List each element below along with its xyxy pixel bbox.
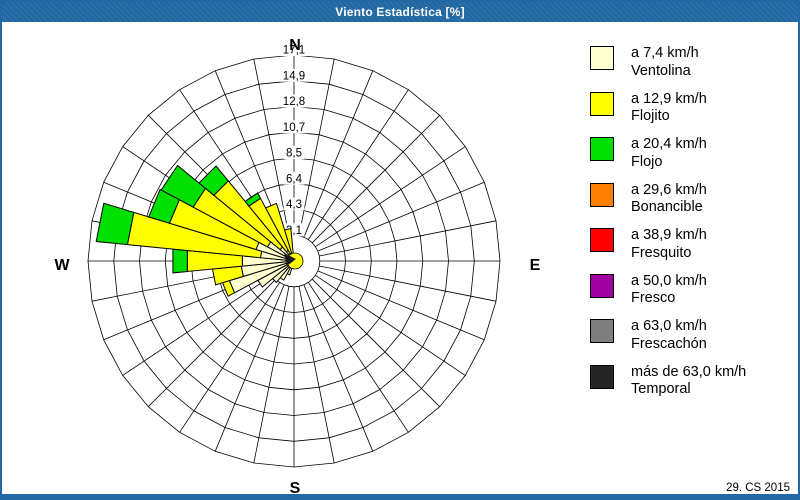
wind-bar-segment	[264, 202, 293, 255]
legend-label: a 50,0 km/h Fresco	[631, 273, 707, 308]
center-pointer-icon	[284, 253, 296, 266]
wind-bar-segment	[198, 165, 229, 196]
compass-label-n: N	[289, 37, 301, 54]
ring-label: 4,3	[286, 199, 302, 211]
legend-speed: más de 63,0 km/h	[631, 363, 747, 380]
legend-item-fresquito: a 38,9 km/h Fresquito	[590, 227, 790, 274]
legend-speed: a 7,4 km/h	[631, 45, 699, 61]
legend-item-temporal: más de 63,0 km/h Temporal	[590, 364, 790, 411]
ring-label-bg	[280, 120, 308, 134]
legend-speed: a 12,9 km/h	[631, 90, 707, 107]
legend-name: Ventolina	[631, 62, 691, 79]
compass-label-w: W	[54, 257, 70, 274]
legend-color-swatch	[590, 273, 614, 298]
legend-label: a 29,6 km/h Bonancible	[631, 182, 707, 217]
legend-speed: a 38,9 km/h	[631, 227, 707, 243]
title-bar[interactable]: Viento Estadística [%]	[2, 2, 798, 22]
grid-spoke	[298, 286, 335, 464]
legend-color-swatch	[590, 319, 614, 343]
legend-name: Flojito	[631, 108, 670, 124]
polar-grid	[87, 54, 501, 468]
legend-name: Flojo	[631, 153, 663, 170]
legend-label: a 12,9 km/h Flojito	[631, 91, 707, 126]
ring-label: 10,7	[283, 122, 305, 134]
grid-spoke	[319, 220, 497, 257]
legend-item-flojito: a 12,9 km/h Flojito	[590, 91, 790, 138]
compass-label-e: E	[530, 257, 541, 274]
ring-label-bg	[283, 146, 305, 159]
legend-name: Fresco	[631, 290, 676, 306]
grid-spoke	[319, 265, 497, 302]
wind-bar-segment	[172, 248, 188, 274]
legend-speed: a 63,0 km/h	[631, 318, 707, 334]
legend-item-bonancible: a 29,6 km/h Bonancible	[590, 182, 790, 229]
grid-spoke	[311, 115, 440, 244]
grid-spoke	[122, 274, 273, 376]
ring-label: 8,5	[286, 148, 302, 160]
grid-spoke	[317, 181, 485, 252]
wind-bar-segment	[244, 192, 262, 207]
grid-spoke	[303, 284, 374, 452]
legend-item-ventolina: a 7,4 km/h Ventolina	[590, 45, 790, 92]
wind-bar-segment	[160, 164, 207, 208]
legend-color-swatch	[590, 46, 614, 70]
grid-spoke	[253, 286, 290, 464]
legend-color-swatch	[590, 364, 614, 389]
ring-labels: 2,14,36,48,510,712,814,917,1	[280, 43, 308, 237]
compass-labels: N E S W	[54, 37, 540, 494]
wind-bar-segment	[148, 188, 180, 224]
legend-speed: a 50,0 km/h	[631, 272, 707, 289]
legend-label: a 63,0 km/h Frescachón	[631, 318, 707, 353]
grid-spoke	[307, 89, 409, 240]
ring-label-bg	[280, 43, 308, 56]
center-marker	[284, 252, 304, 270]
grid-spoke	[311, 278, 440, 407]
ring-label: 6,4	[286, 173, 303, 185]
ring-label-bg	[280, 68, 308, 82]
legend-name: Fresquito	[631, 244, 692, 261]
footer-credit: 29. CS 2015	[726, 482, 790, 494]
ring-label-bg	[283, 197, 305, 211]
legend-color-swatch	[590, 228, 614, 252]
legend-color-swatch	[590, 182, 614, 207]
grid-spoke	[303, 70, 374, 238]
compass-label-s: S	[290, 480, 301, 494]
grid-spoke	[298, 58, 335, 236]
ring-label-bg	[283, 171, 305, 185]
grid-spoke	[317, 270, 485, 341]
legend-speed: a 20,4 km/h	[631, 136, 707, 152]
legend-item-flojo: a 20,4 km/h Flojo	[590, 136, 790, 183]
legend-item-frescachon: a 63,0 km/h Frescachón	[590, 318, 790, 365]
legend-color-swatch	[590, 137, 614, 161]
ring-label: 14,9	[283, 70, 305, 82]
legend-speed: a 29,6 km/h	[631, 181, 707, 198]
legend-name: Bonancible	[631, 199, 703, 215]
legend-label: más de 63,0 km/h Temporal	[631, 364, 746, 399]
legend-label: a 20,4 km/h Flojo	[631, 136, 707, 171]
grid-spoke	[315, 146, 466, 248]
legend-label: a 7,4 km/h Ventolina	[631, 45, 699, 80]
grid-spoke	[148, 278, 277, 407]
grid-spoke	[214, 284, 285, 452]
ring-label: 12,8	[283, 96, 305, 108]
legend-name: Frescachón	[631, 335, 707, 352]
grid-spoke	[253, 58, 290, 236]
legend-name: Temporal	[631, 381, 691, 397]
ring-label: 17,1	[283, 45, 305, 57]
wind-bar-segment	[95, 202, 135, 246]
legend-item-fresco: a 50,0 km/h Fresco	[590, 273, 790, 320]
window-title: Viento Estadística [%]	[335, 5, 465, 19]
grid-spoke	[307, 282, 409, 433]
grid-spoke	[315, 274, 466, 376]
legend-color-swatch	[590, 91, 614, 116]
ring-label-bg	[280, 94, 308, 108]
grid-spoke	[179, 282, 281, 433]
wind-bars	[95, 164, 295, 297]
wind-class-legend: a 7,4 km/h Ventolina a 12,9 km/h Flojito a 2…	[590, 45, 790, 411]
bottom-border	[2, 494, 798, 498]
legend-label: a 38,9 km/h Fresquito	[631, 227, 707, 262]
